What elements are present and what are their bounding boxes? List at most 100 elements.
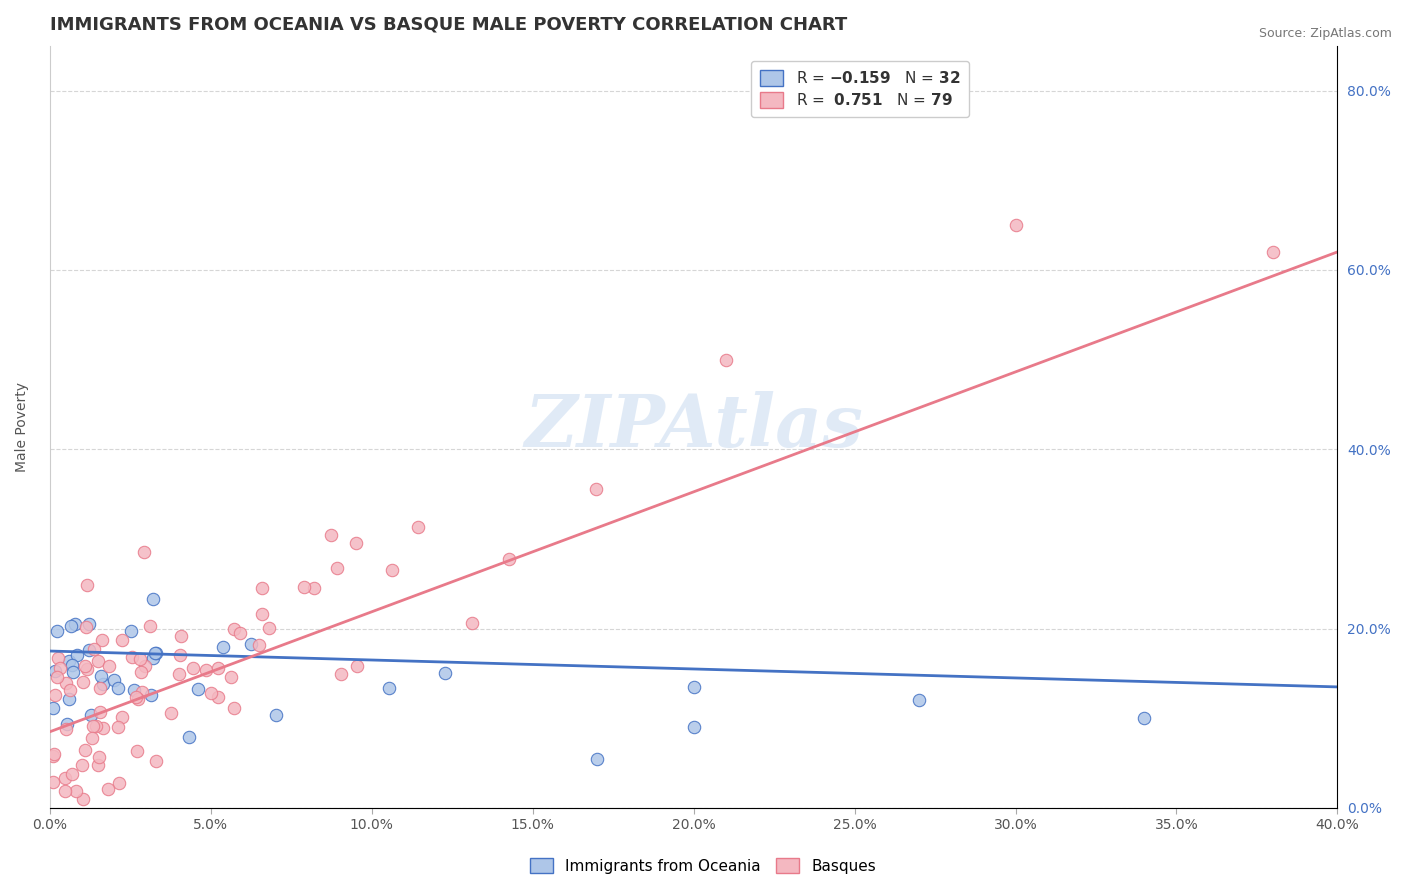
Point [1261,244,1284,259]
Y-axis label: Male Poverty: Male Poverty [15,382,30,472]
Point [714,352,737,367]
Point [63,617,86,632]
Point [433,666,456,681]
Point [177,731,200,745]
Point [586,752,609,766]
Point [87,758,110,772]
Point [45,624,67,638]
Point [212,640,235,654]
Point [55,717,77,731]
Point [302,581,325,595]
Point [167,666,190,681]
Point [45,670,67,684]
Point [62,767,84,781]
Legend: R = $\mathbf{-0.159}$   N = $\mathbf{32}$, R =  $\mathbf{0.751}$   N = $\mathbf{: R = $\mathbf{-0.159}$ N = $\mathbf{32}$,… [751,61,969,118]
Point [58,654,80,668]
Point [73,658,96,673]
Point [76,662,98,676]
Point [240,637,263,651]
Point [42,700,65,714]
Point [58,691,80,706]
Point [207,661,229,675]
Point [44,688,66,702]
Point [292,580,315,594]
Point [90,633,112,648]
Point [682,720,704,734]
Point [121,650,143,665]
Point [97,659,120,673]
Point [91,722,114,736]
Point [145,754,167,768]
Point [59,619,82,633]
Point [134,658,156,673]
Point [122,683,145,698]
Point [200,686,222,700]
Point [42,774,65,789]
Point [110,632,132,647]
Point [142,591,165,606]
Point [160,706,183,721]
Point [252,581,274,595]
Point [346,536,368,550]
Point [127,692,149,706]
Point [224,700,246,714]
Point [84,719,107,733]
Point [55,723,77,737]
Point [346,659,368,673]
Point [131,665,153,680]
Point [378,681,401,695]
Point [91,677,114,691]
Point [72,674,94,689]
Point [80,731,103,746]
Point [42,747,65,761]
Point [319,528,342,542]
Point [125,690,148,705]
Point [42,748,65,763]
Point [75,743,97,757]
Point [49,661,72,675]
Point [195,663,218,677]
Point [132,545,155,559]
Point [257,621,280,635]
Point [128,652,150,666]
Point [77,643,100,657]
Point [381,563,404,577]
Point [142,650,165,665]
Point [139,688,162,702]
Point [120,624,142,638]
Point [207,690,229,705]
Point [219,669,242,683]
Text: Source: ZipAtlas.com: Source: ZipAtlas.com [1258,27,1392,40]
Legend: Immigrants from Oceania, Basques: Immigrants from Oceania, Basques [524,852,882,880]
Point [228,626,250,640]
Point [131,685,153,699]
Point [145,646,167,660]
Point [250,607,273,621]
Point [138,619,160,633]
Point [585,482,607,496]
Point [408,520,430,534]
Point [1133,711,1156,725]
Point [62,658,84,673]
Point [169,629,191,643]
Point [46,651,69,665]
Point [461,616,484,631]
Point [111,710,134,724]
Point [682,680,704,694]
Point [330,666,353,681]
Point [90,669,112,683]
Point [89,681,111,695]
Point [498,552,520,566]
Point [326,560,349,574]
Point [187,682,209,697]
Point [77,616,100,631]
Point [87,654,110,668]
Point [53,784,76,798]
Point [59,683,82,698]
Point [107,681,129,695]
Point [183,661,205,675]
Point [72,792,94,806]
Point [44,664,66,678]
Point [169,648,191,663]
Text: ZIPAtlas: ZIPAtlas [524,392,863,462]
